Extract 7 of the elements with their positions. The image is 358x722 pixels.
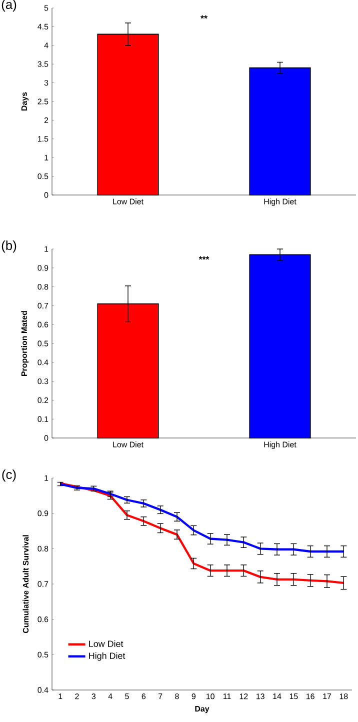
chart-title: (a) [2,0,16,12]
annotation: ** [200,15,208,19]
chart-title: (b) [2,240,16,253]
chart-title: (c) [2,470,16,482]
annotation: *** [198,256,210,260]
legend-label: Low Diet [89,640,124,647]
legend-label: High Diet [89,652,126,661]
